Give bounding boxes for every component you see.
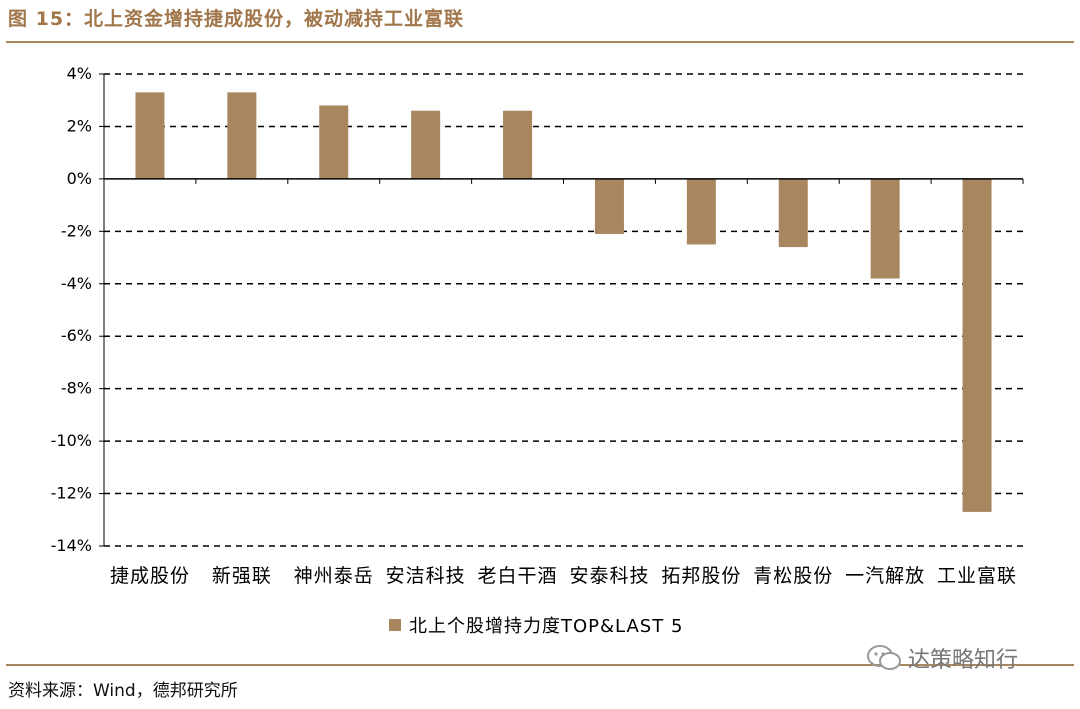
y-tick-label: -4% xyxy=(61,274,92,293)
bar xyxy=(962,178,992,512)
y-axis-ticks: 4% 2% 0% -2% -4% -6% -8% -10% -12% -14% xyxy=(51,64,104,555)
x-category-label: 老白干酒 xyxy=(478,565,558,587)
y-tick-label: 4% xyxy=(67,64,92,83)
bar xyxy=(135,92,165,179)
bar xyxy=(686,178,716,245)
y-tick-label: -12% xyxy=(51,484,92,503)
bar xyxy=(778,178,808,248)
source-note: 资料来源：Wind，德邦研究所 xyxy=(8,681,238,701)
x-category-label: 新强联 xyxy=(212,565,272,587)
bar xyxy=(319,105,349,179)
x-category-label: 青松股份 xyxy=(753,565,833,587)
x-category-label: 工业富联 xyxy=(937,565,1017,587)
legend-label: 北上个股增持力度TOP&LAST 5 xyxy=(409,616,683,637)
x-category-label: 神州泰岳 xyxy=(294,565,374,587)
wechat-icon xyxy=(867,645,901,670)
x-category-label: 安泰科技 xyxy=(569,565,649,587)
bar xyxy=(594,178,624,234)
x-category-label: 捷成股份 xyxy=(110,565,190,587)
y-tick-label: -8% xyxy=(61,379,92,398)
x-category-label: 安洁科技 xyxy=(386,565,466,587)
watermark-text: 达策略知行 xyxy=(908,648,1019,673)
bar xyxy=(870,178,900,279)
bars xyxy=(135,92,992,512)
legend-swatch xyxy=(389,619,401,631)
chart-title: 图 15：北上资金增持捷成股份，被动减持工业富联 xyxy=(8,8,465,30)
y-tick-label: -6% xyxy=(61,326,92,345)
y-tick-label: -10% xyxy=(51,431,92,450)
bar xyxy=(411,110,441,179)
bar xyxy=(503,110,533,179)
legend: 北上个股增持力度TOP&LAST 5 xyxy=(389,616,683,637)
y-tick-label: 2% xyxy=(67,116,92,135)
x-category-label: 一汽解放 xyxy=(845,565,925,587)
x-axis-categories: 捷成股份 新强联 神州泰岳 安洁科技 老白干酒 安泰科技 拓邦股份 青松股份 一汽解放 工业富联 xyxy=(110,565,1017,587)
title-divider xyxy=(6,41,1074,43)
y-tick-label: -14% xyxy=(51,536,92,555)
axes xyxy=(103,74,1024,546)
y-tick-label: -2% xyxy=(61,221,92,240)
y-tick-label: 0% xyxy=(67,169,92,188)
x-category-label: 拓邦股份 xyxy=(661,565,741,587)
watermark: 达策略知行 xyxy=(866,642,1018,674)
footer-divider xyxy=(6,664,1074,666)
bar xyxy=(227,92,257,179)
